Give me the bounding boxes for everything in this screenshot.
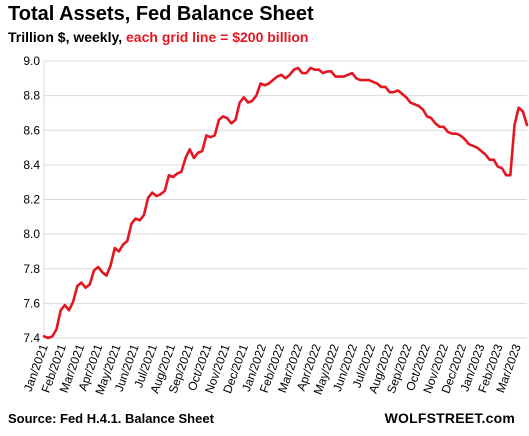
- source-note: Source: Fed H.4.1. Balance Sheet: [8, 411, 214, 426]
- y-axis-ticks: 7.4 7.6 7.8 8.0 8.2 8.4 8.6 8.8 9.0: [23, 54, 40, 345]
- subtitle-grid-note: each grid line = $200 billion: [126, 29, 309, 45]
- series-layer: [42, 66, 529, 340]
- chart-title: Total Assets, Fed Balance Sheet: [8, 3, 314, 25]
- x-axis-ticks: Jan/2021Feb/2021Mar/2021Apr/2021May/2021…: [21, 342, 524, 397]
- subtitle-units: Trillion $, weekly,: [8, 29, 127, 45]
- y-tick-label: 8.8: [23, 89, 40, 103]
- brand-label: WOLFSTREET.com: [384, 410, 515, 426]
- y-tick-label: 8.6: [23, 123, 40, 137]
- y-tick-label: 7.4: [23, 331, 40, 345]
- y-tick-label: 7.6: [23, 296, 40, 310]
- y-tick-label: 7.8: [23, 262, 40, 276]
- grid-lines: [43, 60, 527, 339]
- y-tick-label: 8.4: [23, 158, 40, 172]
- chart-subtitle: Trillion $, weekly, each grid line = $20…: [8, 29, 308, 45]
- series-line-total-assets: [42, 66, 529, 340]
- y-tick-label: 9.0: [23, 54, 40, 68]
- y-tick-label: 8.0: [23, 227, 40, 241]
- y-tick-label: 8.2: [23, 193, 40, 207]
